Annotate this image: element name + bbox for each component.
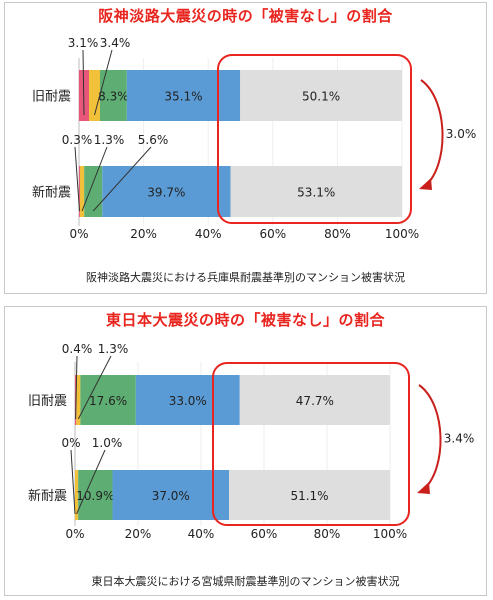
x-tick-label: 60%: [259, 227, 286, 241]
data-label: 37.0%: [152, 489, 190, 503]
x-tick-label: 20%: [130, 227, 157, 241]
bar-segment: [78, 470, 113, 520]
callout-line: [77, 355, 112, 420]
category-label: 新耐震: [28, 488, 67, 504]
data-label: 50.1%: [302, 90, 340, 104]
x-tick-label: 60%: [251, 527, 278, 541]
data-label: 0.4%: [62, 342, 93, 356]
data-label: 1.3%: [94, 133, 125, 147]
bar-segment: [240, 70, 402, 121]
data-label: 8.3%: [98, 90, 129, 104]
bar-segment: [75, 470, 79, 520]
difference-label: 3.0%: [446, 127, 477, 141]
chart-panel-hanshin: 阪神淡路大震災の時の「被害なし」の割合 阪神淡路大震災における兵庫県耐震基準別の…: [4, 2, 487, 294]
chart-plot: 0% 20% 40% 60% 80% 100%旧耐震 8.3% 35.1% 50.1%3.1% 3…: [32, 36, 477, 241]
callout-line: [75, 355, 78, 420]
x-tick-label: 100%: [385, 227, 419, 241]
difference-label: 3.4%: [444, 432, 475, 446]
data-label: 3.1%: [68, 36, 99, 50]
difference-arrow: [418, 384, 442, 491]
bar-segment: [126, 70, 241, 121]
bar-segment: [84, 166, 103, 217]
arrow-head: [417, 482, 430, 494]
callout-line: [82, 49, 85, 116]
callout-line: [70, 449, 76, 515]
bar-segment: [112, 470, 230, 520]
highlight-box: [217, 54, 412, 224]
bar-segment: [239, 375, 390, 425]
data-label: 0.3%: [62, 133, 93, 147]
data-label: 35.1%: [164, 90, 202, 104]
chart-title: 阪神淡路大震災の時の「被害なし」の割合: [98, 7, 393, 25]
category-label: 新耐震: [32, 185, 71, 201]
data-label: 1.3%: [98, 342, 129, 356]
chart-caption: 東日本大震災における宮城県耐震基準別のマンション被害状況: [91, 575, 400, 588]
data-label: 39.7%: [147, 186, 185, 200]
data-label: 51.1%: [290, 489, 328, 503]
x-tick-label: 100%: [373, 527, 407, 541]
x-tick-label: 0%: [65, 527, 84, 541]
x-tick-label: 40%: [188, 527, 215, 541]
difference-arrow: [420, 79, 444, 187]
highlight-box: [212, 362, 410, 526]
data-label: 53.1%: [297, 186, 335, 200]
bar-segment: [76, 375, 81, 425]
bar-segment: [89, 70, 100, 121]
x-tick-label: 80%: [314, 527, 341, 541]
data-label: 33.0%: [169, 394, 207, 408]
x-tick-label: 80%: [324, 227, 351, 241]
category-label: 旧耐震: [28, 394, 67, 409]
callout-line: [94, 49, 113, 116]
data-label: 3.4%: [100, 36, 131, 50]
category-label: 旧耐震: [32, 90, 71, 105]
x-tick-label: 0%: [69, 227, 88, 241]
x-tick-label: 20%: [125, 527, 152, 541]
data-label: 0%: [61, 436, 80, 450]
callout-line: [76, 449, 106, 515]
bar-segment: [229, 470, 390, 520]
chart-title: 東日本大震災の時の「被害なし」の割合: [105, 311, 385, 329]
data-label: 17.6%: [89, 394, 127, 408]
data-label: 47.7%: [296, 394, 334, 408]
callout-line: [92, 146, 152, 212]
callout-line: [81, 146, 108, 212]
bar-segment: [79, 166, 80, 217]
bar-segment: [80, 375, 136, 425]
bar-segment: [79, 166, 85, 217]
bar-segment: [135, 375, 240, 425]
bar-segment: [230, 166, 402, 217]
data-label: 5.6%: [138, 133, 169, 147]
chart-caption: 阪神淡路大震災における兵庫県耐震基準別のマンション被害状況: [86, 271, 405, 284]
x-tick-label: 40%: [195, 227, 222, 241]
data-label: 1.0%: [92, 436, 123, 450]
chart-panel-higashinihon: 東日本大震災の時の「被害なし」の割合 東日本大震災における宮城県耐震基準別のマン…: [4, 306, 487, 596]
callout-line: [74, 146, 80, 212]
chart-plot: 0% 20% 40% 60% 80% 100% 旧耐震 17.6% 33.0% 47.7% 0.4%…: [28, 342, 475, 541]
arrow-head: [419, 178, 432, 190]
bar-segment: [102, 166, 231, 217]
